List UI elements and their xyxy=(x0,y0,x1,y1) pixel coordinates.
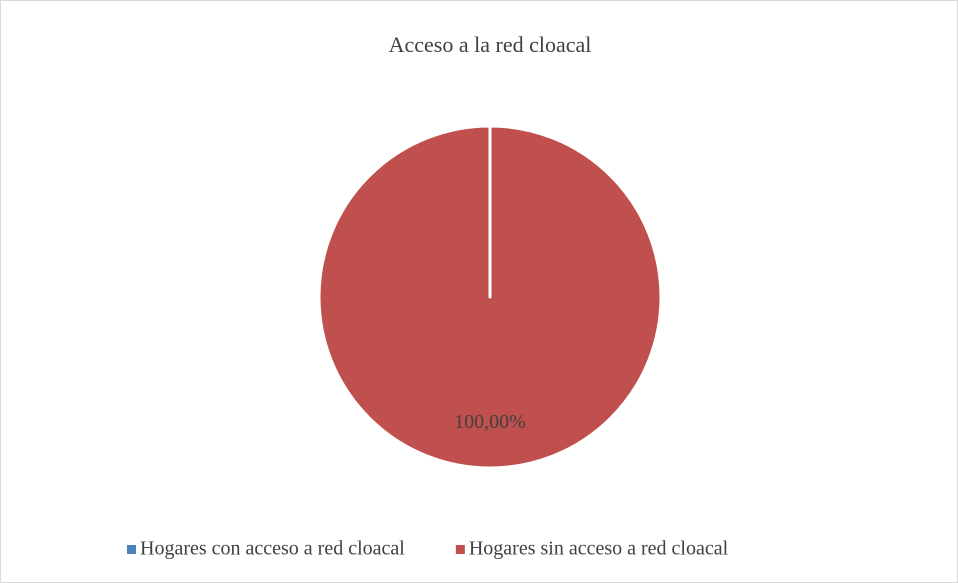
legend-swatch xyxy=(127,545,136,554)
pie-slice xyxy=(317,124,663,470)
chart-title: Acceso a la red cloacal xyxy=(389,32,592,57)
legend-swatch xyxy=(455,545,465,554)
data-label: 100,00% xyxy=(454,411,526,433)
legend-label: Hogares sin acceso a red cloacal xyxy=(469,538,729,560)
legend-label: Hogares con acceso a red cloacal xyxy=(140,538,405,560)
